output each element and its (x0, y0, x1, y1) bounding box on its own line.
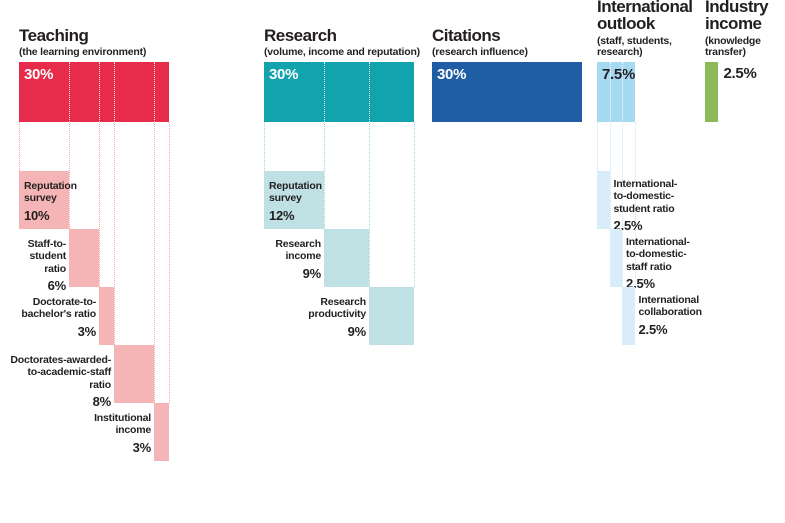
sub-label-international-outlook-international-to-domestic-student-ratio: International- to-domestic- student rati… (614, 178, 678, 233)
title-area-research: Research (volume, income and reputation) (264, 0, 420, 59)
sub-label-teaching-staff-to-student-ratio: Staff-to- student ratio 6% (27, 238, 67, 294)
group-subtitle-international-outlook: (staff, students, research) (597, 34, 672, 59)
sub-label-research-research-productivity: Research productivity 9% (308, 296, 366, 339)
sub-name-teaching-institutional-income: Institutional income (94, 412, 151, 437)
sub-name-international-outlook-international-to-domestic-student-ratio: International- to-domestic- student rati… (613, 178, 678, 215)
bar-segment-divider (622, 62, 623, 122)
group-subtitle-industry-income: (knowledge transfer) (705, 34, 761, 59)
total-weight-label-research: 30% (269, 66, 299, 83)
sub-name-teaching-doctorates-awarded-to-academic-staff-ratio: Doctorates-awarded- to-academic-staff ra… (10, 354, 111, 391)
guide-line (609, 122, 611, 229)
total-weight-label-industry-income: 2.5% (723, 65, 757, 82)
sub-weight-teaching-doctorates-awarded-to-academic-staff-ratio (114, 345, 154, 403)
bar-segment-divider (609, 62, 611, 122)
sub-pct-international-outlook-international-to-domestic-student-ratio: 2.5% (613, 218, 643, 234)
bar-segment-divider (114, 62, 115, 122)
group-title-teaching: Teaching (19, 25, 89, 45)
group-title-industry-income: Industry income (705, 0, 769, 33)
sub-weight-international-outlook-international-collaboration (622, 287, 635, 345)
sub-weight-teaching-staff-to-student-ratio (69, 229, 99, 287)
guide-line (324, 122, 325, 229)
group-title-research: Research (264, 25, 337, 45)
sub-pct-research-research-productivity: 9% (347, 323, 367, 339)
sub-label-teaching-doctorate-to-bachelors-ratio: Doctorate-to- bachelor's ratio 3% (21, 296, 96, 339)
guide-line (69, 122, 70, 229)
bar-segment-divider (69, 62, 70, 122)
weight-bar-research: 30% (264, 62, 414, 122)
weight-bar-teaching: 30% (19, 62, 169, 122)
group-subtitle-teaching: (the learning environment) (19, 46, 147, 59)
sub-name-teaching-reputation-survey: Reputation survey (24, 180, 77, 205)
bar-segment-divider (369, 62, 370, 122)
sub-pct-international-outlook-international-collaboration: 2.5% (638, 321, 668, 337)
total-weight-label-citations: 30% (437, 66, 467, 83)
sub-name-research-research-income: Research income (275, 238, 321, 263)
guide-line (369, 122, 370, 287)
sub-label-research-research-income: Research income 9% (275, 238, 321, 281)
sub-weight-research-reputation-survey (264, 171, 324, 229)
guide-line (622, 122, 623, 287)
guide-line (19, 122, 20, 171)
sub-pct-teaching-institutional-income: 3% (132, 439, 152, 455)
guide-line (634, 122, 636, 287)
sub-name-teaching-doctorate-to-bachelors-ratio: Doctorate-to- bachelor's ratio (21, 296, 96, 321)
sub-name-international-outlook-international-collaboration: International collaboration (638, 294, 703, 319)
title-area-industry-income: Industry income (knowledge transfer) (705, 0, 769, 59)
weight-bar-industry-income (705, 62, 718, 122)
sub-name-research-research-productivity: Research productivity (308, 296, 366, 321)
total-weight-label-teaching: 30% (24, 66, 54, 83)
sub-weight-teaching-doctorate-to-bachelors-ratio (99, 287, 114, 345)
sub-label-research-reputation-survey: Reputation survey 12% (269, 180, 322, 223)
sub-weight-international-outlook-international-to-domestic-staff-ratio (609, 229, 622, 287)
sub-weight-international-outlook-international-to-domestic-student-ratio (597, 171, 610, 229)
sub-label-international-outlook-international-to-domestic-staff-ratio: International- to-domestic- staff ratio 2… (626, 236, 690, 291)
bar-segment-divider (324, 62, 325, 122)
sub-weight-research-research-productivity (369, 287, 414, 345)
title-area-citations: Citations (research influence) (432, 0, 528, 59)
group-title-citations: Citations (432, 25, 501, 45)
sub-name-research-reputation-survey: Reputation survey (269, 180, 322, 205)
bar-segment-divider (99, 62, 100, 122)
weight-bar-citations: 30% (432, 62, 582, 122)
sub-weight-research-research-income (324, 229, 369, 287)
sub-label-teaching-doctorates-awarded-to-academic-staff-ratio: Doctorates-awarded- to-academic-staff ra… (10, 354, 111, 409)
sub-pct-teaching-doctorate-to-bachelors-ratio: 3% (77, 323, 97, 339)
sub-weight-teaching-reputation-survey (19, 171, 69, 229)
group-subtitle-research: (volume, income and reputation) (264, 46, 420, 59)
group-title-international-outlook: International outlook (597, 0, 693, 33)
bar-segment-divider (154, 62, 155, 122)
guide-line (114, 122, 115, 345)
guide-line (99, 122, 100, 287)
guide-line (264, 122, 265, 171)
sub-label-international-outlook-international-collaboration: International collaboration 2.5% (638, 294, 703, 337)
sub-pct-research-research-income: 9% (302, 265, 322, 281)
guide-line (597, 122, 598, 171)
title-area-teaching: Teaching (the learning environment) (19, 0, 146, 59)
guide-line (154, 122, 155, 403)
title-area-international-outlook: International outlook (staff, students, r… (597, 0, 693, 59)
sub-label-teaching-institutional-income: Institutional income 3% (94, 412, 151, 455)
sub-name-international-outlook-international-to-domestic-staff-ratio: International- to-domestic- staff ratio (626, 236, 690, 273)
guide-line (169, 122, 170, 403)
sub-name-teaching-staff-to-student-ratio: Staff-to- student ratio (27, 238, 67, 275)
sub-pct-research-reputation-survey: 12% (269, 207, 295, 223)
sub-pct-teaching-reputation-survey: 10% (24, 207, 50, 223)
total-weight-label-international-outlook: 7.5% (602, 66, 635, 83)
sub-label-teaching-reputation-survey: Reputation survey 10% (24, 180, 77, 223)
sub-weight-teaching-institutional-income (154, 403, 169, 461)
sub-pct-international-outlook-international-to-domestic-staff-ratio: 2.5% (626, 276, 655, 292)
guide-line (414, 122, 415, 287)
sub-pct-teaching-staff-to-student-ratio: 6% (47, 278, 67, 294)
group-subtitle-citations: (research influence) (432, 46, 528, 59)
sub-pct-teaching-doctorates-awarded-to-academic-staff-ratio: 8% (92, 394, 112, 410)
weight-bar-international-outlook: 7.5% (597, 62, 635, 122)
